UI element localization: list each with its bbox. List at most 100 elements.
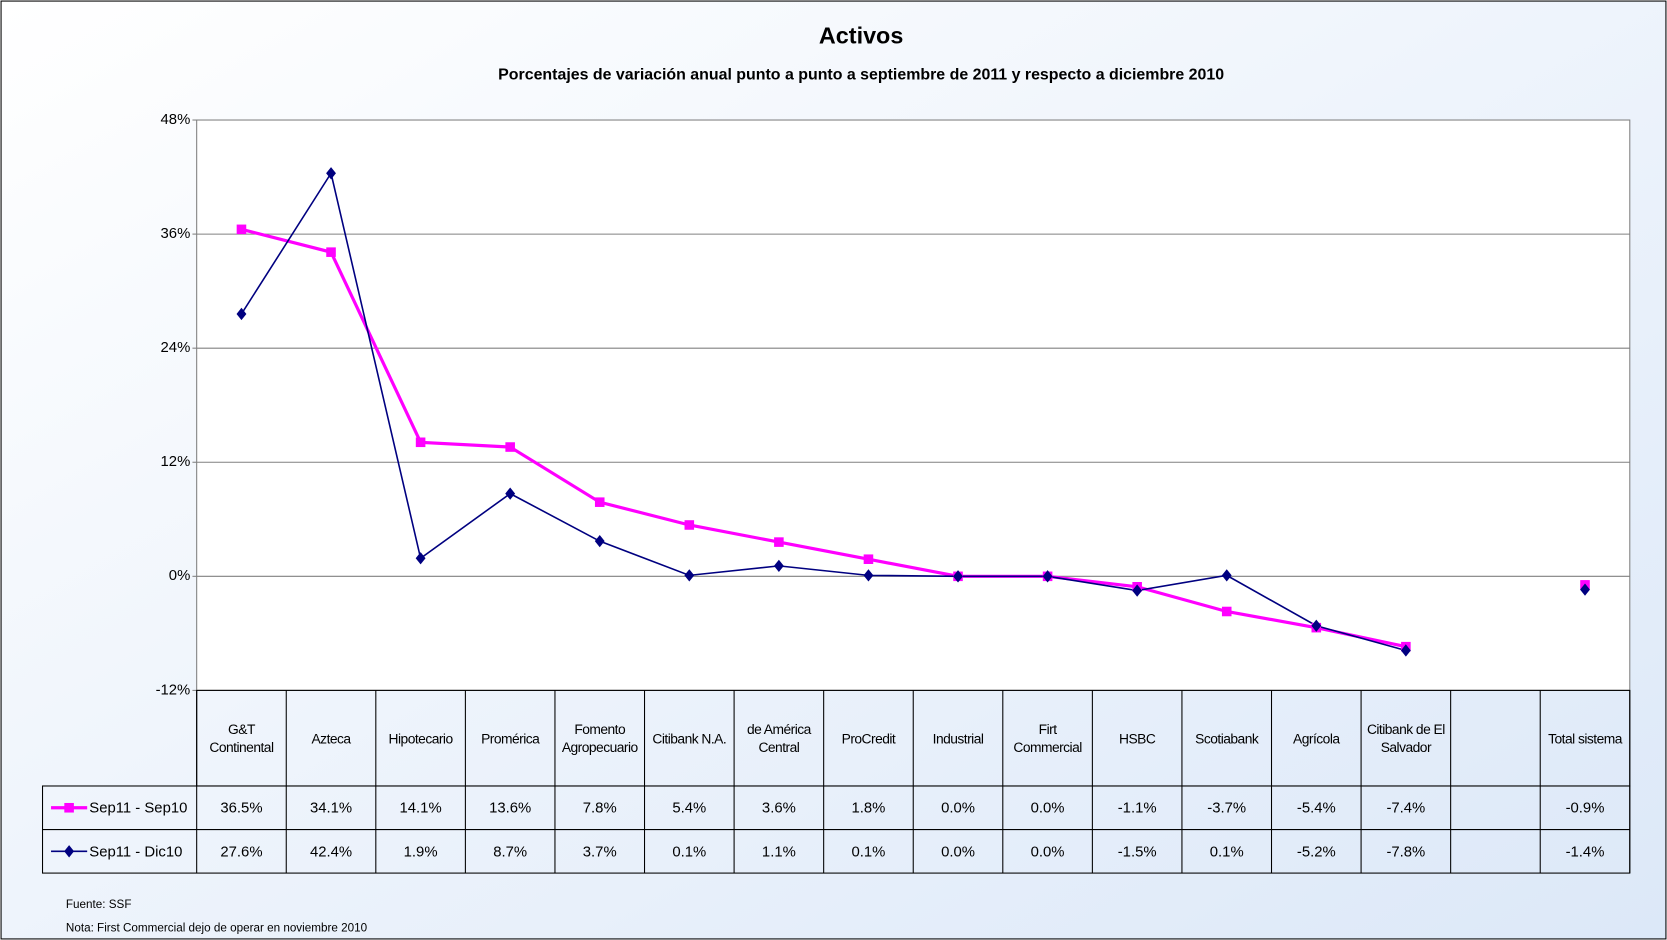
x-tick-label-box: Scotiabank	[1195, 730, 1259, 747]
x-tick-label: G&T Continental	[209, 721, 274, 756]
x-tick-label	[1452, 693, 1539, 784]
x-tick-label: Firt Commercial	[1013, 721, 1082, 756]
table-value: 1.9%	[404, 844, 438, 860]
x-tick-label-box: Agrícola	[1293, 730, 1340, 747]
data-point	[1132, 584, 1143, 597]
table-value: 0.1%	[672, 844, 706, 860]
x-tick-label: Promérica	[481, 730, 540, 747]
table-value: 0.0%	[941, 844, 975, 860]
x-tick-label-box: Citibank de El Salvador	[1366, 721, 1445, 756]
table-value: 42.4%	[310, 844, 352, 860]
data-point	[236, 224, 247, 235]
table-value: 0.0%	[1031, 844, 1065, 860]
x-tick-label: HSBC	[1119, 730, 1156, 747]
table-value: -5.4%	[1297, 801, 1336, 817]
data-point	[326, 167, 336, 180]
data-point	[1042, 570, 1053, 583]
legend-label: Sep11 - Sep10	[89, 801, 187, 817]
data-point	[594, 534, 605, 548]
data-point	[1221, 606, 1232, 617]
data-point	[863, 569, 874, 582]
table-value: 7.8%	[583, 801, 617, 817]
x-tick-label-box: ProCredit	[841, 730, 896, 747]
data-point	[684, 569, 695, 582]
x-tick-label: ProCredit	[841, 730, 896, 747]
x-tick-label-box: G&T Continental	[209, 721, 274, 756]
table-value: -3.7%	[1207, 801, 1246, 817]
x-tick-label: Agrícola	[1293, 730, 1340, 747]
x-tick-label-box	[1452, 693, 1539, 784]
data-point	[594, 497, 605, 507]
data-point	[415, 437, 426, 448]
table-value: -1.1%	[1118, 801, 1157, 817]
x-tick-label-box: Industrial	[932, 730, 984, 747]
table-value: 1.8%	[852, 801, 886, 817]
data-point	[773, 559, 784, 573]
table-value: -5.2%	[1297, 844, 1336, 860]
y-tick-label: 0%	[169, 568, 190, 584]
table-value: 36.5%	[220, 801, 262, 817]
x-tick-label: Citibank de El Salvador	[1366, 721, 1445, 756]
table-value: -1.5%	[1118, 844, 1157, 860]
x-tick-label-box: Promérica	[481, 730, 540, 747]
data-point	[326, 247, 336, 257]
table-value: 0.0%	[941, 801, 975, 817]
legend-marker	[64, 802, 74, 813]
x-tick-label: de América Central	[746, 721, 811, 756]
data-point	[1221, 569, 1232, 582]
x-tick-label-box: Citibank N.A.	[652, 730, 727, 747]
footnote: Nota: First Commercial dejo de operar en…	[66, 921, 368, 934]
table-value: 0.0%	[1031, 801, 1065, 817]
table-value: 5.4%	[672, 801, 706, 817]
x-tick-label-box: Fomento Agropecuario	[561, 721, 638, 756]
y-tick-label: 48%	[161, 112, 191, 128]
y-tick-label: 12%	[161, 454, 191, 470]
x-tick-label: Hipotecario	[388, 730, 454, 747]
table-value: -0.9%	[1566, 801, 1605, 817]
data-point	[1311, 619, 1322, 632]
y-tick-label: 24%	[161, 340, 191, 356]
table-value: 13.6%	[489, 801, 531, 817]
chart-subtitle: Porcentajes de variación anual punto a p…	[498, 67, 1224, 84]
table-value: 1.1%	[762, 844, 796, 860]
plot-area	[196, 119, 1631, 691]
x-tick-label: Industrial	[932, 730, 984, 747]
source-note: Fuente: SSF	[66, 898, 132, 911]
legend-label: Sep11 - Dic10	[89, 844, 182, 860]
data-point	[415, 552, 426, 565]
table-value: 3.6%	[762, 801, 796, 817]
data-point	[953, 570, 963, 583]
x-tick-label-box: Firt Commercial	[1013, 721, 1082, 756]
x-tick-label-box: Hipotecario	[388, 730, 454, 747]
table-value: 0.1%	[852, 844, 886, 860]
table-value: -7.4%	[1386, 801, 1425, 817]
table-value: -1.4%	[1566, 844, 1605, 860]
y-tick-label: 36%	[161, 226, 191, 242]
data-point	[505, 442, 515, 452]
data-point	[505, 487, 516, 500]
table-value: 14.1%	[400, 801, 442, 817]
x-tick-label: Total sistema	[1548, 730, 1622, 747]
table-value: 0.1%	[1210, 844, 1244, 860]
table-value: 27.6%	[220, 844, 262, 860]
x-tick-label: Azteca	[311, 730, 351, 747]
data-point	[1580, 583, 1590, 596]
x-tick-label: Citibank N.A.	[652, 730, 727, 747]
x-tick-label-box: de América Central	[746, 721, 811, 756]
x-tick-label: Scotiabank	[1195, 730, 1259, 747]
data-point	[863, 554, 874, 564]
table-value: 34.1%	[310, 801, 352, 817]
data-point	[1400, 644, 1411, 657]
table-value: 3.7%	[583, 844, 617, 860]
data-point	[684, 520, 695, 530]
table-value: 8.7%	[493, 844, 527, 860]
x-tick-label-box: Azteca	[311, 730, 351, 747]
x-tick-label: Fomento Agropecuario	[561, 721, 638, 756]
legend-marker	[64, 845, 75, 858]
data-point	[774, 537, 784, 547]
table-value: -7.8%	[1386, 844, 1425, 860]
x-tick-label-box: HSBC	[1119, 730, 1156, 747]
chart-title: Activos	[819, 22, 903, 48]
